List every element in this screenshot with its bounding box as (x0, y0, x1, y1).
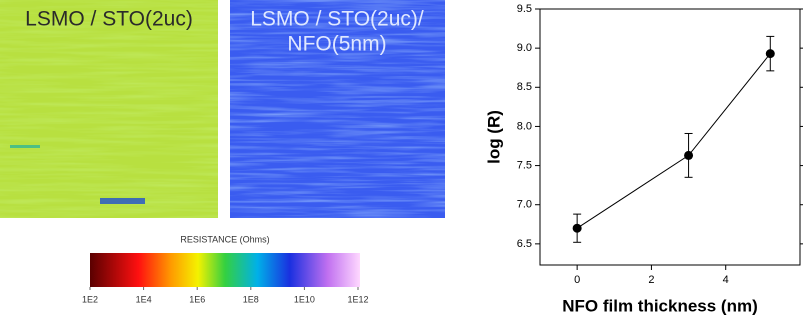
y-tick-label: 8.0 (517, 120, 532, 132)
y-tick-label: 7.0 (517, 199, 532, 211)
y-tick-label: 9.5 (517, 3, 532, 15)
x-axis-title: NFO film thickness (nm) (562, 296, 758, 315)
colorbar (90, 253, 360, 287)
x-tick-label: 0 (574, 274, 580, 286)
series-line (577, 54, 770, 229)
colorbar-tick-label: 1E8 (243, 294, 259, 304)
colorbar-tick-label: 1E4 (136, 294, 152, 304)
colorbar-tick-label: 1E12 (347, 294, 368, 304)
data-point (766, 49, 775, 58)
data-point (684, 151, 693, 160)
colorbar-tick-label: 1E10 (294, 294, 315, 304)
colorbar-label: RESISTANCE (Ohms) (180, 234, 269, 244)
image-panel-a (0, 0, 218, 218)
y-tick-label: 7.5 (517, 159, 532, 171)
image-label: NFO(5nm) (287, 33, 386, 56)
image-label: LSMO / STO(2uc)/ (250, 8, 424, 31)
x-tick-label: 2 (648, 274, 654, 286)
image-label: LSMO / STO(2uc) (25, 8, 193, 31)
colorbar-tick-label: 1E6 (189, 294, 205, 304)
colorbar-tick-label: 1E2 (82, 294, 98, 304)
y-tick-label: 6.5 (517, 238, 532, 250)
y-tick-label: 8.5 (517, 81, 532, 93)
y-tick-label: 9.0 (517, 42, 532, 54)
x-tick-label: 4 (723, 274, 729, 286)
data-point (573, 224, 582, 233)
y-axis-title: log (R) (484, 110, 503, 164)
figure: LSMO / STO(2uc)LSMO / STO(2uc)/NFO(5nm) … (0, 0, 803, 322)
